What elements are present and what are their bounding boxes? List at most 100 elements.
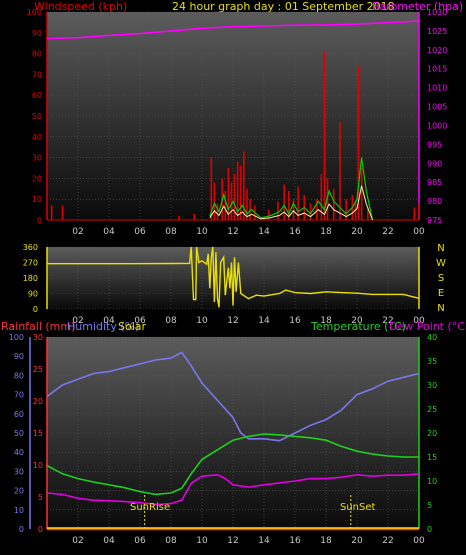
windspeed-tick-label: 60 (32, 91, 42, 100)
temperature-line (46, 433, 419, 496)
windspeed-tick-label: 70 (32, 70, 42, 79)
rainfall-tick-label: 20 (33, 397, 43, 406)
windspeed-axis-label: Windspeed (kph) (34, 0, 127, 13)
humidity-tick-label: 50 (14, 429, 24, 438)
x-tick-label-p2: 16 (289, 316, 301, 326)
x-tick-label-p1: 18 (320, 227, 332, 237)
temperature-tick-label: 5 (427, 501, 432, 510)
humidity-tick-label: 40 (14, 448, 24, 457)
rainfall-tick-label: 30 (33, 333, 43, 342)
x-tick-label-p2: 22 (382, 316, 393, 326)
rainfall-tick-label: 10 (33, 461, 43, 470)
barometer-tick-label: 990 (427, 159, 442, 168)
direction-tick-label: 270 (23, 259, 38, 268)
barometer-line (46, 20, 420, 40)
x-tick-label-p3: 16 (289, 536, 301, 546)
x-tick-label-p1: 04 (103, 227, 115, 237)
temperature-tick-label: 35 (427, 357, 437, 366)
compass-label: E (438, 288, 444, 299)
temperature-tick-label: 15 (427, 453, 437, 462)
temperature-tick-label: 30 (427, 381, 437, 390)
humidity-tick-label: 100 (9, 333, 24, 342)
windspeed-tick-label: 0 (37, 216, 42, 225)
x-tick-label-p2: 18 (320, 316, 332, 326)
temperature-tick-label: 25 (427, 405, 437, 414)
barometer-tick-label: 1030 (427, 8, 447, 17)
dewpoint-axis-label: Dew Point (°C) (389, 320, 466, 333)
humidity-tick-label: 60 (14, 410, 24, 419)
temperature-axis-label: Temperature (°C) (310, 320, 406, 333)
x-tick-label-p1: 20 (351, 227, 363, 237)
temperature-tick-label: 40 (427, 333, 437, 342)
windspeed-tick-label: 20 (32, 174, 42, 183)
x-tick-label-p3: 08 (165, 536, 177, 546)
x-tick-label-p2: 02 (72, 316, 83, 326)
barometer-tick-label: 1015 (427, 65, 447, 74)
direction-tick-label: 90 (28, 290, 38, 299)
x-tick-label-p1: 22 (382, 227, 393, 237)
x-tick-label-p2: 06 (134, 316, 146, 326)
x-tick-label-p1: 16 (289, 227, 301, 237)
x-tick-label-p2: 14 (258, 316, 270, 326)
wind-average-line (209, 157, 374, 221)
compass-label: N (437, 243, 444, 254)
humidity-tick-label: 80 (14, 371, 24, 380)
compass-label: S (438, 273, 444, 284)
rainfall-axis-label: Rainfall (mm) (1, 320, 75, 333)
x-tick-label-p2: 12 (227, 316, 238, 326)
barometer-tick-label: 995 (427, 140, 442, 149)
x-tick-label-p3: 04 (103, 536, 115, 546)
rainfall-tick-label: 0 (38, 525, 43, 534)
x-tick-label-p2: 04 (103, 316, 115, 326)
dewpoint-line (46, 473, 420, 506)
barometer-tick-label: 1000 (427, 121, 447, 130)
temperature-tick-label: 20 (427, 429, 437, 438)
barometer-tick-label: 985 (427, 178, 442, 187)
wind-low-line (209, 185, 373, 221)
x-tick-label-p1: 14 (258, 227, 270, 237)
direction-tick-label: 360 (23, 243, 38, 252)
x-tick-label-p3: 00 (413, 536, 425, 546)
humidity-tick-label: 70 (14, 391, 24, 400)
barometer-axis-label: Barometer (hpa) (372, 0, 463, 13)
x-tick-label-p1: 02 (72, 227, 83, 237)
windspeed-tick-label: 30 (32, 154, 42, 163)
windspeed-tick-label: 10 (32, 195, 42, 204)
humidity-axis-label: Humidity (%) (67, 320, 139, 333)
x-tick-label-p2: 08 (165, 316, 177, 326)
x-tick-label-p1: 06 (134, 227, 146, 237)
sunrise-label: SunRise (130, 502, 170, 513)
humidity-line (46, 351, 420, 442)
x-tick-label-p3: 22 (382, 536, 393, 546)
x-tick-label-p1: 08 (165, 227, 177, 237)
x-tick-label-p2: 10 (196, 316, 208, 326)
x-tick-label-p3: 02 (72, 536, 83, 546)
x-tick-label-p3: 10 (196, 536, 208, 546)
x-tick-label-p3: 20 (351, 536, 363, 546)
direction-tick-label: 180 (23, 274, 38, 283)
humidity-tick-label: 0 (19, 525, 24, 534)
barometer-tick-label: 1025 (427, 27, 447, 36)
windspeed-tick-label: 90 (32, 29, 42, 38)
x-tick-label-p3: 12 (227, 536, 238, 546)
windspeed-tick-label: 40 (32, 133, 42, 142)
barometer-tick-label: 1020 (427, 46, 447, 55)
x-tick-label-p3: 06 (134, 536, 146, 546)
x-tick-label-p1: 00 (413, 227, 425, 237)
rainfall-tick-label: 15 (33, 429, 43, 438)
x-tick-label-p2: 00 (413, 316, 425, 326)
rainfall-tick-label: 5 (38, 493, 43, 502)
humidity-tick-label: 20 (14, 487, 24, 496)
x-tick-label-p3: 14 (258, 536, 270, 546)
temperature-tick-label: 10 (427, 477, 437, 486)
rainfall-tick-label: 25 (33, 365, 43, 374)
humidity-tick-label: 90 (14, 352, 24, 361)
x-tick-label-p2: 20 (351, 316, 363, 326)
x-tick-label-p1: 12 (227, 227, 238, 237)
x-tick-label-p1: 10 (196, 227, 208, 237)
chart-title: 24 hour graph day : 01 September 2018 (172, 0, 395, 13)
barometer-tick-label: 980 (427, 197, 442, 206)
barometer-tick-label: 1010 (427, 84, 447, 93)
